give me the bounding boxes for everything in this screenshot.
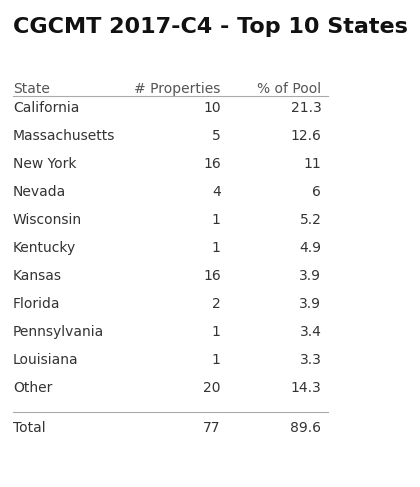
Text: 4.9: 4.9 <box>299 241 321 255</box>
Text: 3.9: 3.9 <box>299 297 321 311</box>
Text: Other: Other <box>13 381 52 394</box>
Text: 2: 2 <box>212 297 221 311</box>
Text: 77: 77 <box>203 421 221 435</box>
Text: 12.6: 12.6 <box>291 130 321 143</box>
Text: Louisiana: Louisiana <box>13 353 79 367</box>
Text: Kentucky: Kentucky <box>13 241 76 255</box>
Text: 89.6: 89.6 <box>290 421 321 435</box>
Text: CGCMT 2017-C4 - Top 10 States: CGCMT 2017-C4 - Top 10 States <box>13 17 408 37</box>
Text: 3.9: 3.9 <box>299 269 321 283</box>
Text: 20: 20 <box>203 381 221 394</box>
Text: 1: 1 <box>212 213 221 227</box>
Text: New York: New York <box>13 157 76 171</box>
Text: 3.3: 3.3 <box>299 353 321 367</box>
Text: 4: 4 <box>212 185 221 199</box>
Text: Kansas: Kansas <box>13 269 62 283</box>
Text: 1: 1 <box>212 325 221 339</box>
Text: 11: 11 <box>304 157 321 171</box>
Text: 1: 1 <box>212 353 221 367</box>
Text: Pennsylvania: Pennsylvania <box>13 325 104 339</box>
Text: Nevada: Nevada <box>13 185 66 199</box>
Text: Total: Total <box>13 421 45 435</box>
Text: 14.3: 14.3 <box>291 381 321 394</box>
Text: 21.3: 21.3 <box>291 101 321 115</box>
Text: 16: 16 <box>203 157 221 171</box>
Text: 5.2: 5.2 <box>299 213 321 227</box>
Text: # Properties: # Properties <box>134 82 221 96</box>
Text: 10: 10 <box>203 101 221 115</box>
Text: Florida: Florida <box>13 297 60 311</box>
Text: 1: 1 <box>212 241 221 255</box>
Text: Massachusetts: Massachusetts <box>13 130 115 143</box>
Text: California: California <box>13 101 79 115</box>
Text: 16: 16 <box>203 269 221 283</box>
Text: 6: 6 <box>312 185 321 199</box>
Text: 5: 5 <box>212 130 221 143</box>
Text: 3.4: 3.4 <box>299 325 321 339</box>
Text: Wisconsin: Wisconsin <box>13 213 82 227</box>
Text: % of Pool: % of Pool <box>257 82 321 96</box>
Text: State: State <box>13 82 50 96</box>
